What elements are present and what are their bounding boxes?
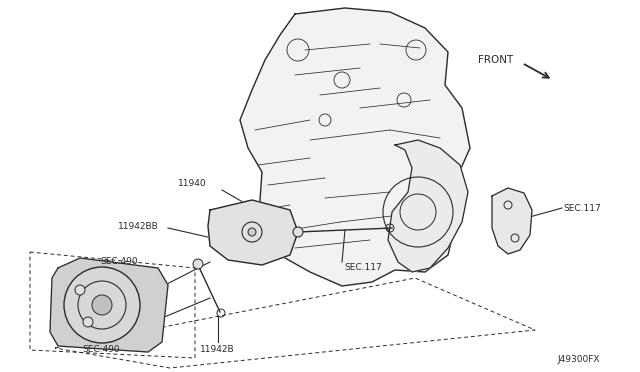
Circle shape <box>64 267 140 343</box>
Text: SEC.490: SEC.490 <box>100 257 138 266</box>
Polygon shape <box>388 140 468 272</box>
Text: SEC.117: SEC.117 <box>344 263 381 273</box>
Circle shape <box>92 295 112 315</box>
Text: SEC.117: SEC.117 <box>563 203 601 212</box>
Polygon shape <box>208 200 298 265</box>
Text: SEC.490: SEC.490 <box>82 346 120 355</box>
Text: J49300FX: J49300FX <box>557 355 600 364</box>
Circle shape <box>75 285 85 295</box>
Text: 11940: 11940 <box>178 179 207 187</box>
Text: 11942BB: 11942BB <box>118 221 159 231</box>
Circle shape <box>83 317 93 327</box>
Polygon shape <box>240 8 470 286</box>
Circle shape <box>248 228 256 236</box>
Circle shape <box>193 259 203 269</box>
Circle shape <box>293 227 303 237</box>
Polygon shape <box>492 188 532 254</box>
Text: FRONT: FRONT <box>478 55 513 65</box>
Polygon shape <box>50 258 168 352</box>
Text: 11942B: 11942B <box>200 346 235 355</box>
